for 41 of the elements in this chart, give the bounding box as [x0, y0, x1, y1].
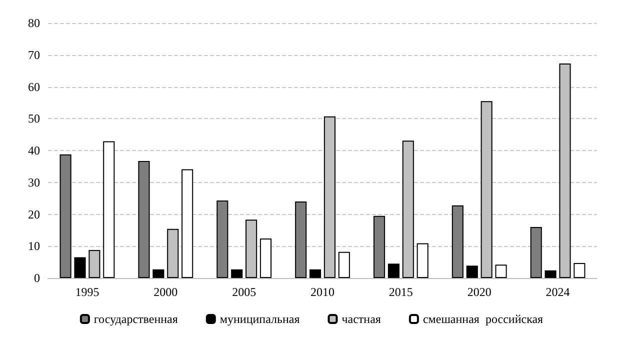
bar — [295, 202, 307, 278]
y-tick-label: 10 — [28, 239, 40, 254]
bar — [260, 238, 272, 278]
bar — [574, 263, 586, 278]
x-tick-label: 2005 — [232, 285, 256, 299]
y-tick-label: 50 — [28, 112, 40, 126]
bar — [495, 264, 507, 278]
y-tick-label: 0 — [34, 271, 40, 285]
bar — [152, 269, 164, 278]
legend-label: муниципальная — [220, 312, 300, 326]
x-tick-label: 1995 — [75, 285, 100, 299]
bar — [466, 266, 478, 278]
legend-label: государственная — [94, 312, 178, 326]
y-tick-label: 40 — [28, 144, 40, 158]
bar — [452, 205, 464, 278]
x-tick-label: 2020 — [467, 285, 492, 299]
bar — [338, 252, 350, 278]
y-tick-label: 70 — [28, 48, 40, 62]
y-tick-label: 30 — [28, 175, 40, 190]
x-tick-label: 2010 — [310, 285, 334, 299]
bar — [388, 264, 400, 278]
bar — [182, 169, 194, 278]
bar — [373, 216, 386, 278]
bar — [74, 257, 86, 278]
legend-label: смешанная российская — [422, 312, 544, 326]
x-tick-label: 2000 — [154, 285, 178, 299]
bar — [231, 269, 243, 278]
legend-label: частная — [342, 312, 382, 326]
bar — [530, 227, 542, 278]
bar — [216, 200, 228, 278]
bar — [60, 154, 72, 278]
x-tick-label: 2024 — [546, 285, 570, 299]
bar — [416, 243, 428, 278]
bar — [544, 270, 556, 278]
y-tick-label: 20 — [28, 207, 40, 222]
y-tick-label: 60 — [28, 80, 40, 94]
bar — [103, 141, 115, 278]
x-tick-label: 2015 — [388, 285, 413, 299]
bar — [138, 161, 150, 278]
bar — [309, 269, 322, 278]
y-tick-label: 80 — [28, 16, 40, 30]
